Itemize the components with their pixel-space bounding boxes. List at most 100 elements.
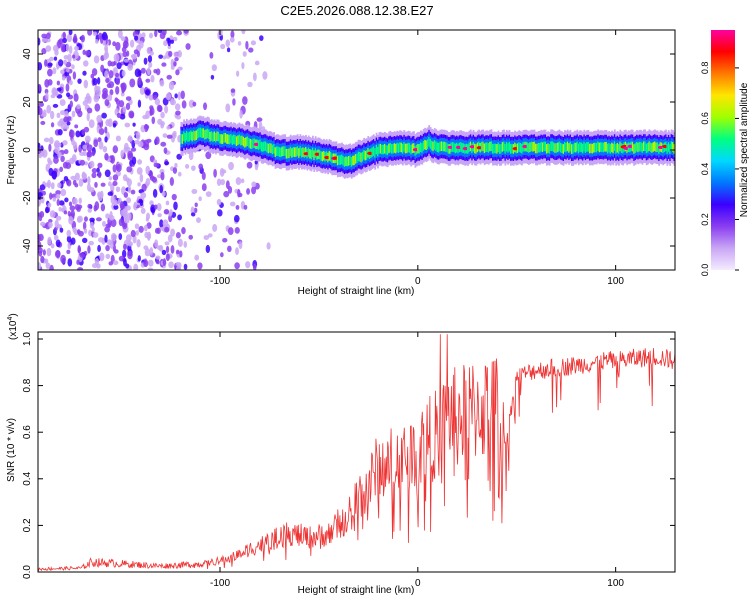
spectrogram-cell: [91, 150, 95, 157]
spectrogram-cell: [227, 245, 232, 252]
spectrogram-ridge-cell: [594, 142, 597, 153]
spectrogram-cell: [143, 259, 149, 268]
spectrogram-ridge-cell: [274, 147, 277, 157]
spectrogram-cell: [131, 156, 137, 165]
spectrogram-cell: [154, 98, 161, 106]
spectrogram-ridge-cell: [293, 147, 296, 157]
spectrogram-cell: [95, 217, 102, 222]
spectrogram-cell: [259, 35, 264, 42]
spectrogram-cell: [38, 62, 43, 71]
spectrogram-cell: [133, 49, 139, 55]
spectrogram-cell: [157, 105, 163, 113]
spectrogram-cell: [165, 253, 170, 262]
spectrogram-cell: [113, 53, 120, 62]
spectrogram-ridge-cell: [338, 155, 341, 165]
spectrogram-ridge-cell: [280, 147, 282, 158]
spectrogram-ridge-cell: [251, 139, 253, 150]
spectrogram-ridge-cell: [612, 143, 615, 154]
spectrogram-cell: [42, 190, 46, 196]
spectrogram-cell: [60, 254, 66, 264]
spectrogram-cell: [39, 184, 46, 191]
spectrogram-ridge-cell: [426, 139, 429, 149]
spectrogram-cell: [79, 159, 86, 166]
spectrogram-cell: [234, 262, 240, 270]
spectrogram-cell: [98, 140, 104, 150]
spectrogram-cell: [64, 71, 70, 77]
spectrogram-ridge-cell: [239, 135, 242, 146]
spectrogram-cell: [123, 243, 127, 251]
spectrogram-cell: [77, 245, 81, 254]
spectrogram-cell: [66, 229, 72, 237]
snr-scale-label: (x104): [7, 313, 19, 340]
spectrogram-ridge-cell: [474, 143, 476, 154]
spectrogram-cell: [157, 118, 163, 125]
spectrogram-cell: [166, 134, 173, 139]
spectrogram-ridge-cell: [649, 142, 652, 153]
spectrogram-cell: [127, 250, 133, 260]
spectrogram-ridge-cell: [328, 151, 331, 161]
spectrogram-ridge-cell: [314, 148, 317, 158]
spectrogram-cell: [108, 261, 114, 266]
spectrogram-cell: [100, 203, 106, 212]
spectrogram-cell: [116, 163, 122, 172]
spectrogram-ridge-cell: [379, 143, 382, 154]
spectrogram-cell: [96, 191, 102, 198]
spectrogram-ridge-cell: [403, 142, 406, 152]
spectrogram-cell: [157, 30, 163, 34]
spectrogram-cell: [229, 36, 235, 43]
spectrogram-cell: [172, 36, 178, 42]
spectrogram-panel: -100 0 100 40 20 0 -20 -40 Height of straight l…: [6, 29, 676, 297]
spectrogram-cell: [63, 149, 69, 155]
spectrogram-cell: [266, 242, 271, 250]
spectrogram-cell: [53, 234, 59, 241]
spectrogram-ridge-cell: [608, 142, 611, 153]
spectrogram-ridge-cell: [648, 141, 651, 151]
spectrogram-ridge-cell: [644, 141, 647, 152]
spectrogram-ridge-cell: [440, 141, 443, 152]
spectrogram-cell: [62, 31, 66, 39]
spectrogram-cell: [161, 190, 166, 197]
spectrogram-ridge-cell: [323, 150, 325, 161]
spectrogram-cell: [38, 233, 41, 243]
spectrogram-cell: [108, 176, 113, 181]
spectrogram-cell: [134, 223, 140, 230]
spectrogram-cell: [71, 110, 76, 118]
spectrogram-ridge-cell: [669, 144, 672, 154]
spectrogram-ytick-label: -20: [22, 190, 33, 205]
spectrogram-cell: [102, 146, 108, 153]
spectrogram-ridge-cell: [252, 138, 255, 149]
spectrogram-ridge-cell: [342, 155, 345, 166]
spectrogram-cell: [91, 226, 95, 233]
spectrogram-cell: [82, 150, 87, 157]
spectrogram-cell: [112, 145, 118, 154]
spectrogram-cell: [53, 56, 58, 61]
snr-ytick-label: 0.0: [22, 565, 33, 579]
spectrogram-ridge-cell: [371, 147, 374, 157]
spectrogram-cell: [190, 212, 196, 217]
spectrogram-cell: [109, 89, 114, 96]
spectrogram-cell: [147, 267, 154, 270]
spectrogram-cell: [92, 31, 98, 37]
spectrogram-ridge-cell: [579, 142, 582, 152]
spectrogram-ridge-cell: [588, 143, 591, 154]
spectrogram-cell: [163, 40, 168, 47]
spectrogram-cell: [94, 181, 98, 188]
spectrogram-cell: [94, 103, 101, 112]
spectrogram-cell: [132, 122, 136, 127]
spectrogram-cell: [228, 161, 234, 171]
spectrogram-ridge-cell: [184, 133, 187, 143]
spectrogram-ridge-cell: [404, 143, 407, 154]
spectrogram-cell: [40, 221, 46, 227]
spectrogram-ridge-cell: [233, 134, 235, 145]
spectrogram-ridge-cell: [329, 151, 332, 162]
spectrogram-cell: [44, 59, 48, 67]
spectrogram-cell: [145, 177, 151, 187]
spectrogram-cell: [52, 103, 59, 108]
spectrogram-ridge-cell: [529, 142, 532, 152]
spectrogram-cell: [164, 105, 169, 114]
spectrogram-ridge-cell: [284, 146, 287, 156]
spectrogram-cell: [68, 45, 73, 55]
spectrogram-cell: [115, 79, 120, 86]
spectrogram-cell: [91, 167, 98, 174]
spectrogram-cell: [41, 149, 48, 158]
